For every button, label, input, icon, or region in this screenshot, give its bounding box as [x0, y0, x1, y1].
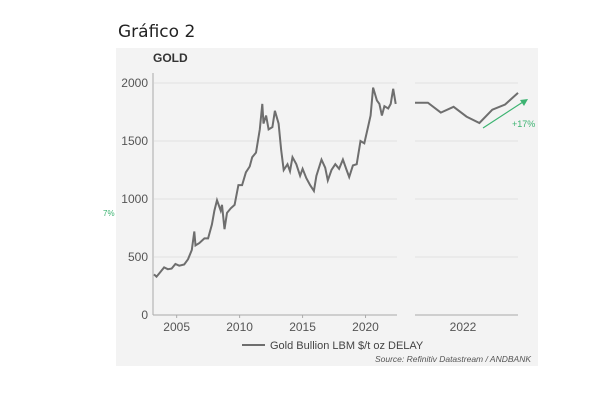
gold-chart: GOLD 0 500 1000 1500 2000 2005 2010 2015 2020 20… — [0, 0, 600, 400]
x-tick-label-right: 2022 — [450, 320, 477, 334]
chart-title: GOLD — [153, 51, 188, 65]
y-tick-label: 0 — [141, 308, 148, 322]
x-tick-label: 2015 — [289, 320, 316, 334]
left-annotation: 7% — [103, 209, 115, 218]
y-tick-label: 1500 — [121, 134, 148, 148]
series-line-left — [154, 88, 396, 277]
y-tick-label: 1000 — [121, 192, 148, 206]
y-tick-label: 500 — [128, 250, 148, 264]
x-tick-label: 2020 — [352, 320, 379, 334]
x-tick-label: 2005 — [163, 320, 190, 334]
y-tick-label: 2000 — [121, 76, 148, 90]
x-tick-label: 2010 — [226, 320, 253, 334]
series-line-right — [415, 93, 518, 123]
source-note: Source: Refinitiv Datastream / ANDBANK — [375, 354, 531, 364]
annotation-percent: +17% — [512, 119, 535, 129]
legend-label: Gold Bullion LBM $/t oz DELAY — [270, 340, 424, 352]
